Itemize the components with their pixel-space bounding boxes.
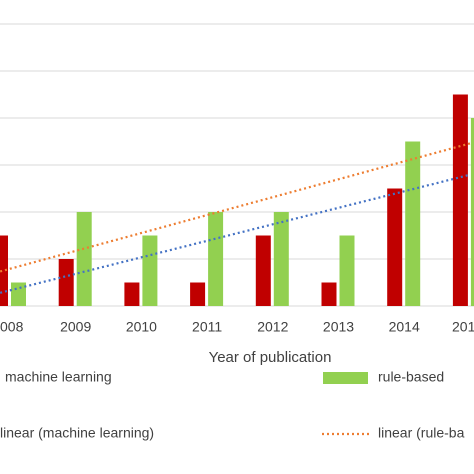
legend-swatch [323, 372, 368, 384]
legend-label: rule-based [378, 369, 444, 385]
bar [339, 235, 355, 306]
legend-label: machine learning [5, 369, 112, 385]
bar [11, 282, 26, 306]
x-tick-label: 2010 [126, 319, 157, 335]
legend-label: linear (rule-ba [378, 425, 465, 441]
trendline [0, 142, 471, 273]
x-tick-label: 2012 [257, 319, 288, 335]
x-tick-label: 008 [0, 319, 24, 335]
trendline [0, 173, 471, 294]
x-tick-label: 2013 [323, 319, 354, 335]
bar [405, 141, 421, 306]
x-tick-label: 2009 [60, 319, 91, 335]
bar [470, 118, 474, 306]
plot-area: 008 2009 2010 2011 2012 2013 2014 201 [0, 23, 474, 335]
x-tick-label: 2011 [192, 319, 222, 335]
x-tick-label: 201 [452, 319, 474, 335]
bar [124, 282, 140, 306]
bar [190, 282, 206, 306]
x-axis-title: Year of publication [209, 349, 332, 366]
bar [58, 259, 74, 306]
bar [273, 212, 289, 306]
legend-label: linear (machine learning) [0, 425, 154, 441]
bar [142, 235, 158, 306]
bar [387, 188, 403, 306]
bar [76, 212, 92, 306]
bar [321, 282, 337, 306]
bar [452, 94, 468, 306]
bar [0, 235, 8, 306]
bar [208, 212, 224, 306]
x-tick-label: 2014 [389, 319, 420, 335]
bar [255, 235, 271, 306]
